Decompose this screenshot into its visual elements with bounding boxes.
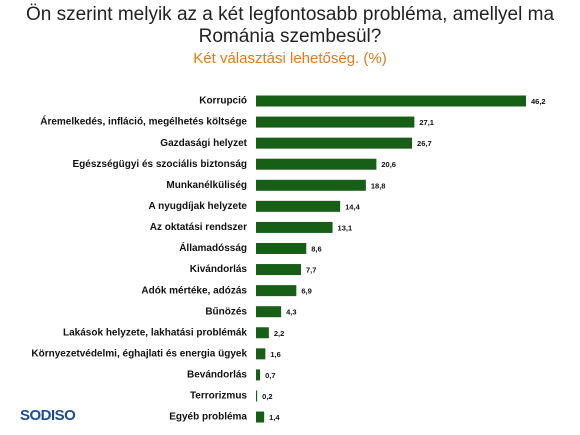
category-label: Terrorizmus xyxy=(190,391,247,402)
bar xyxy=(256,116,415,128)
category-label: Korrupció xyxy=(199,96,247,107)
bar xyxy=(256,179,366,191)
bar xyxy=(256,285,297,297)
value-label: 0,7 xyxy=(265,371,275,380)
bar xyxy=(256,221,333,233)
value-label: 46,2 xyxy=(531,97,546,106)
bar xyxy=(256,369,261,381)
chart-title: Ön szerint melyik az a két legfontosabb … xyxy=(25,4,555,47)
bar xyxy=(256,327,269,339)
value-label: 13,1 xyxy=(338,223,353,232)
value-label: 4,3 xyxy=(286,308,296,317)
category-label: Lakások helyzete, lakhatási problémák xyxy=(63,327,247,338)
value-label: 6,9 xyxy=(301,287,311,296)
category-label: Gazdasági helyzet xyxy=(160,138,247,149)
bar xyxy=(256,200,341,212)
category-label: Munkanélküliség xyxy=(166,180,247,191)
value-label: 1,4 xyxy=(269,413,280,422)
value-label: 2,2 xyxy=(274,329,284,338)
value-label: 0,2 xyxy=(262,392,272,401)
value-label: 7,7 xyxy=(306,266,316,275)
bar xyxy=(256,158,377,170)
category-label: Egészségügyi és szociális biztonság xyxy=(72,159,247,170)
bar xyxy=(256,137,413,149)
bar xyxy=(256,264,301,276)
bar xyxy=(256,348,266,360)
category-label: Államadósság xyxy=(179,241,247,254)
bar xyxy=(256,306,282,318)
bar xyxy=(256,411,265,423)
value-label: 8,6 xyxy=(311,244,321,253)
logo: SODISO xyxy=(20,407,76,424)
category-label: Környezetvédelmi, éghajlati és energia ü… xyxy=(31,348,247,359)
value-label: 26,7 xyxy=(417,139,432,148)
chart-subtitle: Két választási lehetőség. (%) xyxy=(193,50,387,67)
bar xyxy=(256,242,307,254)
value-label: 20,6 xyxy=(381,160,396,169)
value-label: 14,4 xyxy=(345,202,360,211)
value-label: 18,8 xyxy=(371,181,386,190)
category-label: Áremelkedés, infláció, megélhetés költsé… xyxy=(40,115,247,128)
category-label: Egyéb probléma xyxy=(169,412,247,423)
category-label: Kivándorlás xyxy=(190,264,248,275)
category-label: Az oktatási rendszer xyxy=(150,222,247,233)
category-label: Bűnözés xyxy=(205,306,247,317)
bar xyxy=(256,390,258,402)
category-label: A nyugdíjak helyzete xyxy=(148,201,247,212)
category-label: Adók mértéke, adózás xyxy=(141,285,247,296)
value-label: 27,1 xyxy=(419,118,434,127)
category-label: Bevándorlás xyxy=(187,370,247,381)
bar xyxy=(256,95,526,107)
value-label: 1,6 xyxy=(270,350,280,359)
